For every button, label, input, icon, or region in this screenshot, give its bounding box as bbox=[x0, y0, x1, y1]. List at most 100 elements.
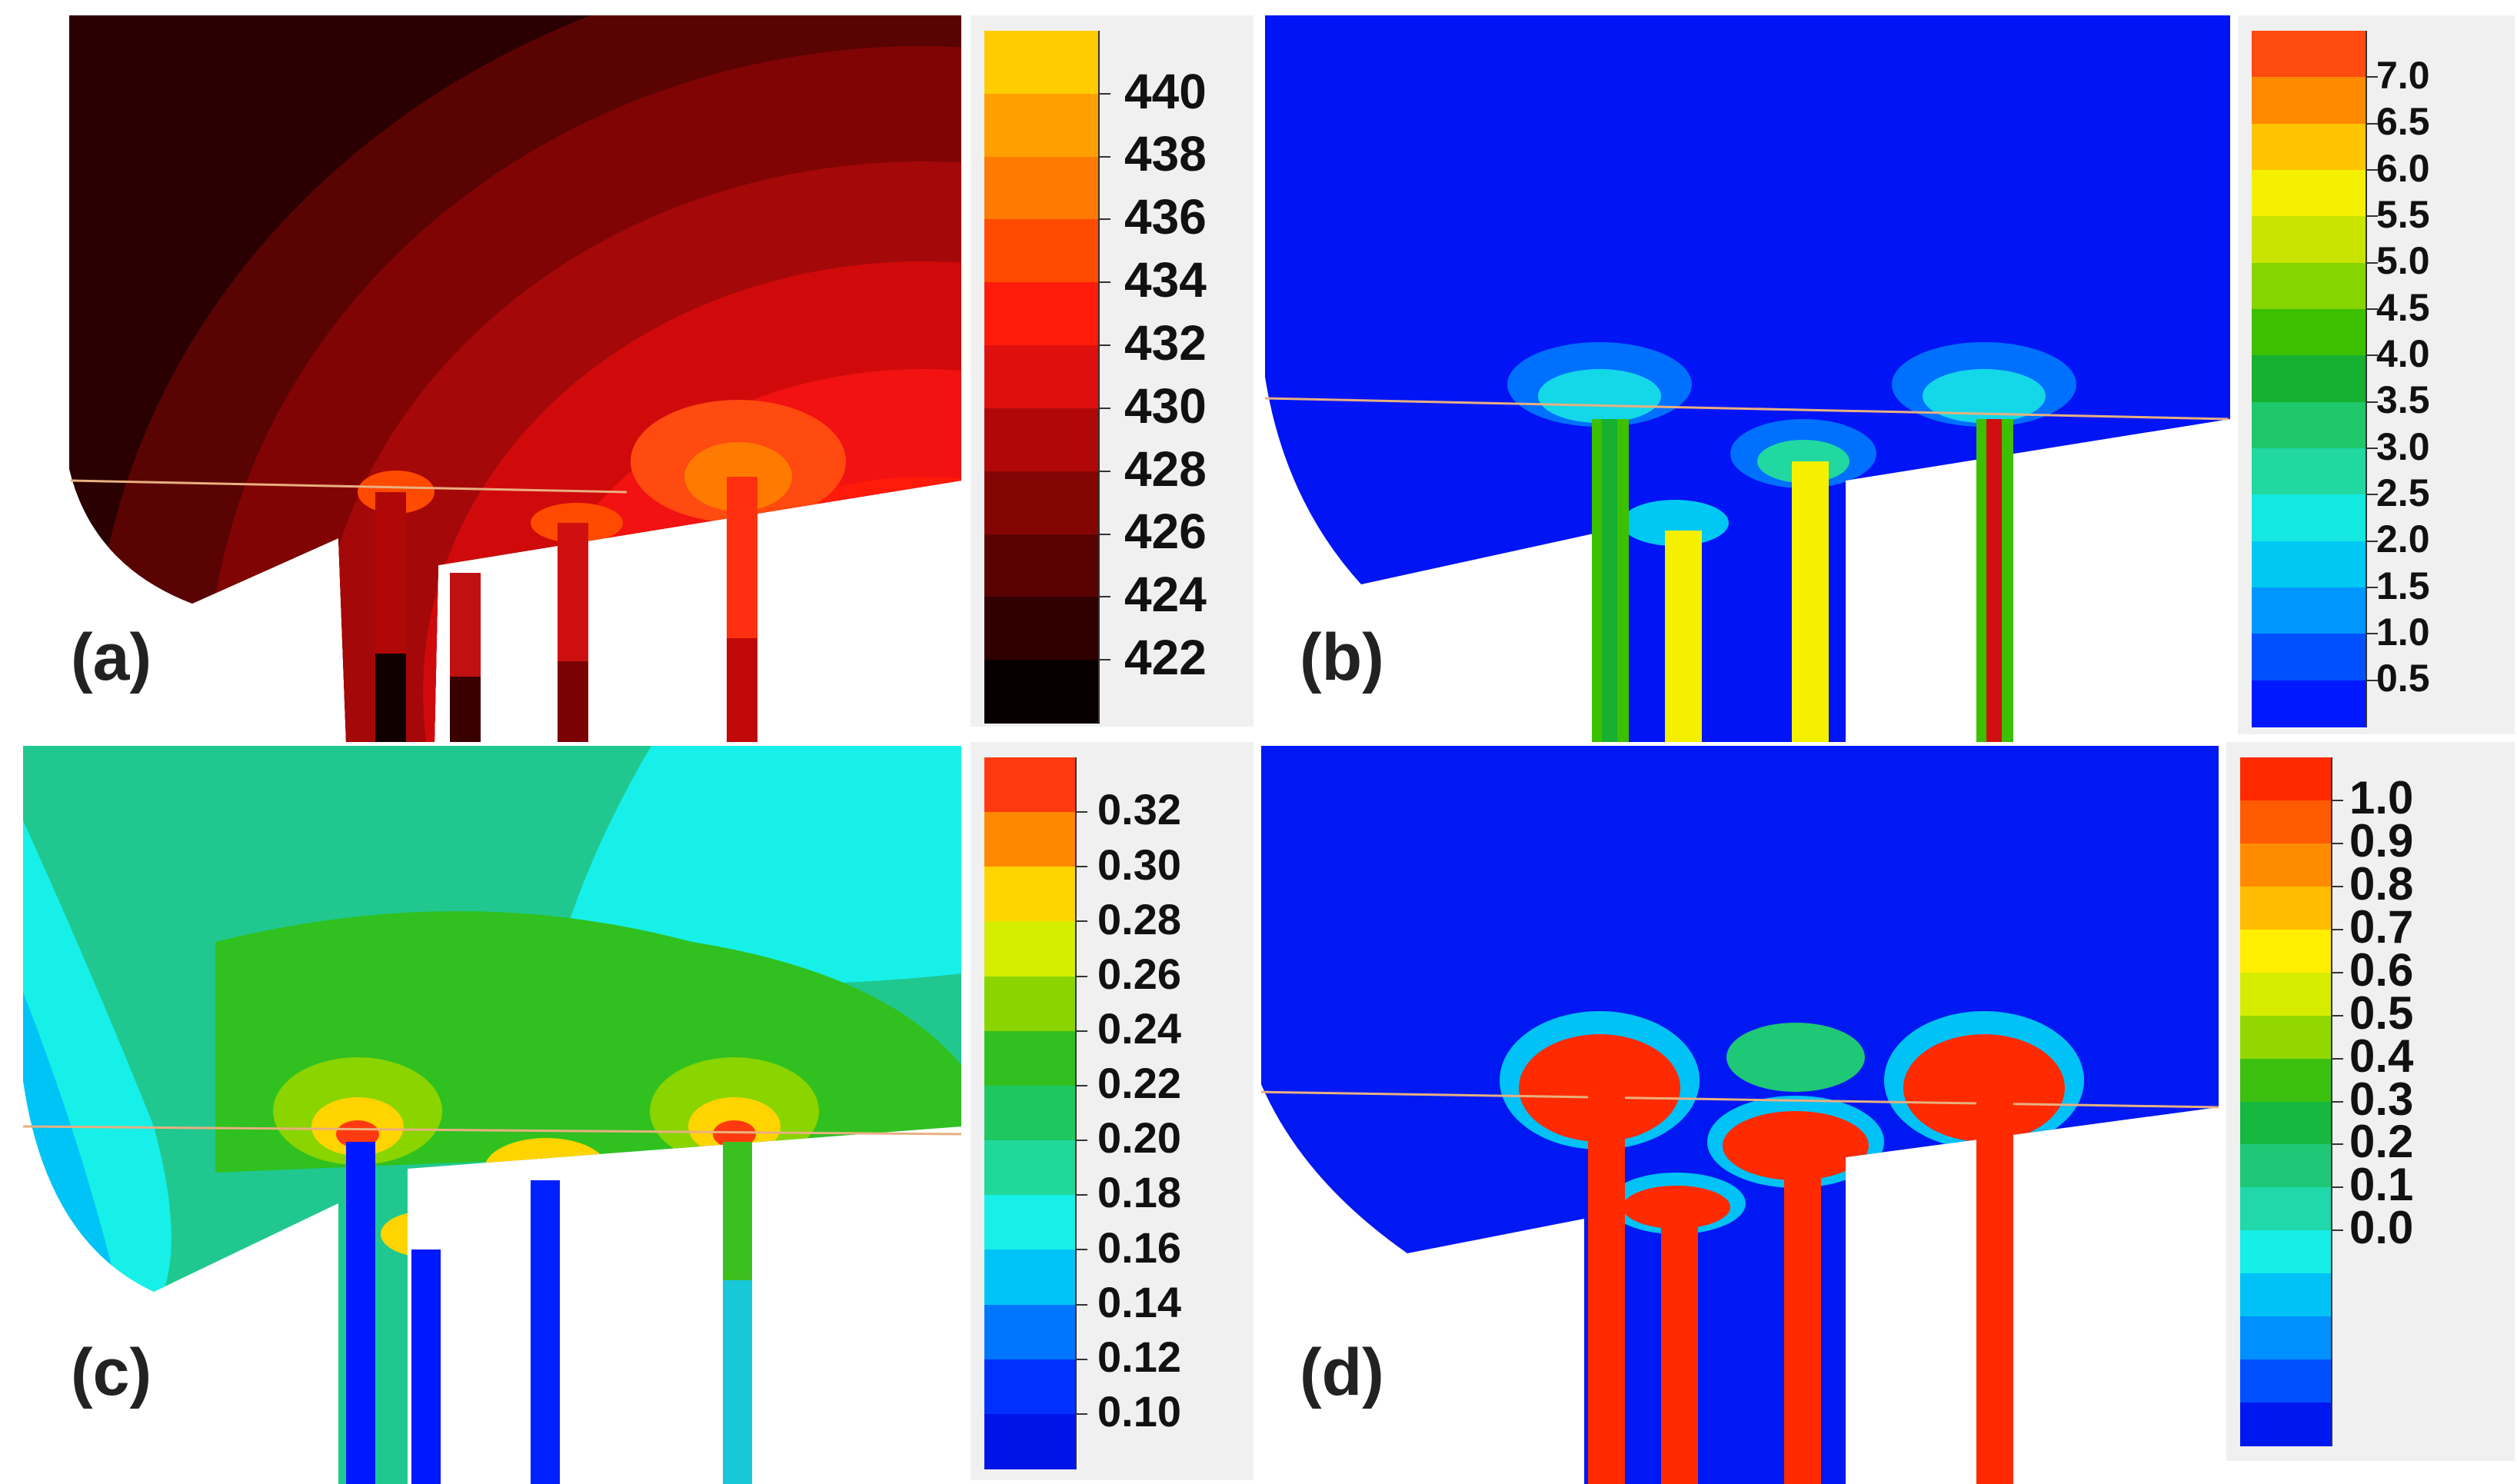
panel-a-plot bbox=[69, 15, 961, 742]
colorbar-d-tick-mark bbox=[2332, 1229, 2343, 1232]
colorbar-b-tick-mark bbox=[2367, 401, 2378, 403]
colorbar-b-tick-label: 2.0 bbox=[2376, 517, 2430, 561]
colorbar-c-tick-label: 0.18 bbox=[1097, 1168, 1181, 1217]
panel-label-d: (d) bbox=[1300, 1336, 1384, 1409]
colorbar-c-tick-label: 0.12 bbox=[1097, 1332, 1181, 1381]
colorbar-a-tick-label: 424 bbox=[1124, 567, 1207, 623]
colorbar-b-tick-mark bbox=[2367, 587, 2378, 588]
colorbar-d-tick-mark bbox=[2332, 928, 2343, 930]
colorbar-d-swatch bbox=[2240, 757, 2332, 801]
colorbar-b-tick-mark bbox=[2367, 679, 2378, 681]
colorbar-d-swatch bbox=[2240, 1101, 2332, 1146]
colorbar-a-tick-mark bbox=[1100, 281, 1110, 284]
colorbar-b-tick-mark bbox=[2367, 122, 2378, 125]
colorbar-b-frame bbox=[2252, 31, 2367, 727]
colorbar-a-swatch bbox=[984, 31, 1100, 95]
colorbar-b-tick-label: 1.5 bbox=[2376, 564, 2430, 607]
colorbar-c-tick-mark bbox=[1077, 975, 1087, 977]
colorbar-c-tick-label: 0.16 bbox=[1097, 1223, 1181, 1272]
colorbar-d-tick-label: 0.5 bbox=[2349, 987, 2414, 1039]
channels-a bbox=[375, 477, 757, 742]
colorbar-c-tick-mark bbox=[1077, 1084, 1087, 1086]
colorbar-b-tick-label: 4.5 bbox=[2376, 285, 2430, 329]
colorbar-c-swatch bbox=[984, 1413, 1077, 1469]
colorbar-a-tick-label: 436 bbox=[1124, 189, 1207, 245]
colorbar-d-tick-mark bbox=[2332, 971, 2343, 973]
colorbar-c-swatch bbox=[984, 867, 1077, 923]
colorbar-a-tick-mark bbox=[1100, 533, 1110, 535]
colorbar-d-tick-mark bbox=[2332, 842, 2343, 844]
colorbar-d-swatch bbox=[2240, 929, 2332, 973]
colorbar-c-tick-label: 0.30 bbox=[1097, 840, 1181, 889]
colorbar-a-tick-label: 432 bbox=[1124, 314, 1207, 371]
colorbar-b-tick-label: 3.5 bbox=[2376, 378, 2430, 422]
colorbar-d-tick-label: 0.1 bbox=[2349, 1159, 2414, 1211]
colorbar-c-tick-mark bbox=[1077, 1358, 1087, 1360]
colorbar-a-tick-mark bbox=[1100, 92, 1110, 95]
colorbar-a-tick-label: 428 bbox=[1124, 441, 1207, 497]
colorbar-b-swatch bbox=[2252, 355, 2367, 403]
panel-label-a: (a) bbox=[71, 621, 152, 694]
colorbar-d-tick-label: 0.7 bbox=[2349, 900, 2414, 953]
colorbar-d-swatch bbox=[2240, 1359, 2332, 1404]
colorbar-a-tick-label: 434 bbox=[1124, 252, 1207, 308]
colorbar-a: 440 438 436 434 432 430 428 426 424 422 bbox=[971, 15, 1254, 727]
colorbar-c-swatch bbox=[984, 1085, 1077, 1142]
colorbar-c-tick-mark bbox=[1077, 1303, 1087, 1306]
panel-d: (d) 1.0 0.9 0.8 0.7 0.6 0.5 0.4 0.3 0.2 0.1 0.0 bbox=[1261, 742, 2515, 1484]
colorbar-c-tick-label: 0.26 bbox=[1097, 949, 1181, 998]
colorbar-c-tick-mark bbox=[1077, 1249, 1087, 1251]
colorbar-c-tick-label: 0.10 bbox=[1097, 1387, 1181, 1436]
colorbar-c-tick-label: 0.14 bbox=[1097, 1277, 1181, 1326]
colorbar-d-swatch bbox=[2240, 972, 2332, 1017]
colorbar-d-tick-mark bbox=[2332, 1143, 2343, 1146]
colorbar-c-tick-mark bbox=[1077, 866, 1087, 868]
colorbar-a-tick-label: 426 bbox=[1124, 504, 1207, 560]
colorbar-d-tick-mark bbox=[2332, 1100, 2343, 1103]
colorbar-b-swatch bbox=[2252, 494, 2367, 542]
colorbar-c-tick-label: 0.32 bbox=[1097, 785, 1181, 834]
colorbar-b-tick-label: 5.0 bbox=[2376, 239, 2430, 283]
colorbar-d-tick-label: 0.4 bbox=[2349, 1030, 2414, 1082]
colorbar-a-tick-mark bbox=[1100, 344, 1110, 347]
colorbar-d-swatch bbox=[2240, 1144, 2332, 1189]
colorbar-b-tick-mark bbox=[2367, 215, 2378, 218]
colorbar-b-tick-mark bbox=[2367, 76, 2378, 78]
colorbar-b-swatch bbox=[2252, 541, 2367, 588]
colorbar-a-frame bbox=[984, 31, 1100, 723]
colorbar-b-tick-label: 6.5 bbox=[2376, 100, 2430, 144]
colorbar-c-tick-mark bbox=[1077, 1140, 1087, 1142]
colorbar-d-frame bbox=[2240, 757, 2332, 1446]
colorbar-d-tick-label: 0.9 bbox=[2349, 814, 2414, 867]
colorbar-b-tick-label: 7.0 bbox=[2376, 53, 2430, 97]
panel-a: (a) 440 438 436 434 432 430 428 426 424 422 bbox=[0, 0, 1254, 742]
colorbar-b-swatch bbox=[2252, 448, 2367, 496]
panel-d-plot bbox=[1261, 746, 2219, 1484]
colorbar-c-tick-mark bbox=[1077, 1194, 1087, 1196]
colorbar-b-tick-label: 6.0 bbox=[2376, 146, 2430, 190]
colorbar-b-tick-mark bbox=[2367, 169, 2378, 171]
colorbar-b-tick-label: 1.0 bbox=[2376, 610, 2430, 654]
colorbar-a-swatch bbox=[984, 282, 1100, 347]
colorbar-b-swatch bbox=[2252, 77, 2367, 125]
colorbar-b-swatch bbox=[2252, 262, 2367, 310]
colorbar-a-swatch bbox=[984, 660, 1100, 724]
colorbar-c-tick-mark bbox=[1077, 811, 1087, 814]
colorbar-c-swatch bbox=[984, 1359, 1077, 1415]
colorbar-a-tick-label: 422 bbox=[1124, 629, 1207, 685]
colorbar-d-swatch bbox=[2240, 1015, 2332, 1060]
colorbar-c-swatch bbox=[984, 1195, 1077, 1251]
colorbar-a-tick-label: 440 bbox=[1124, 63, 1207, 119]
colorbar-c-swatch bbox=[984, 1249, 1077, 1306]
colorbar-c-swatch bbox=[984, 1304, 1077, 1360]
colorbar-b-swatch bbox=[2252, 31, 2367, 78]
colorbar-d-swatch bbox=[2240, 1187, 2332, 1232]
colorbar-b-swatch bbox=[2252, 401, 2367, 449]
colorbar-a-tick-label: 438 bbox=[1124, 126, 1207, 182]
panel-b-plot bbox=[1264, 15, 2230, 742]
colorbar-d-swatch bbox=[2240, 1273, 2332, 1318]
colorbar-d-tick-label: 0.8 bbox=[2349, 857, 2414, 910]
colorbar-b: 7.0 6.5 6.0 5.5 5.0 4.5 4.0 3.5 3.0 2.5 2.0 1.5 1.0 0… bbox=[2238, 15, 2515, 734]
colorbar-c-swatch bbox=[984, 757, 1077, 814]
colorbar-b-tick-mark bbox=[2367, 308, 2378, 310]
